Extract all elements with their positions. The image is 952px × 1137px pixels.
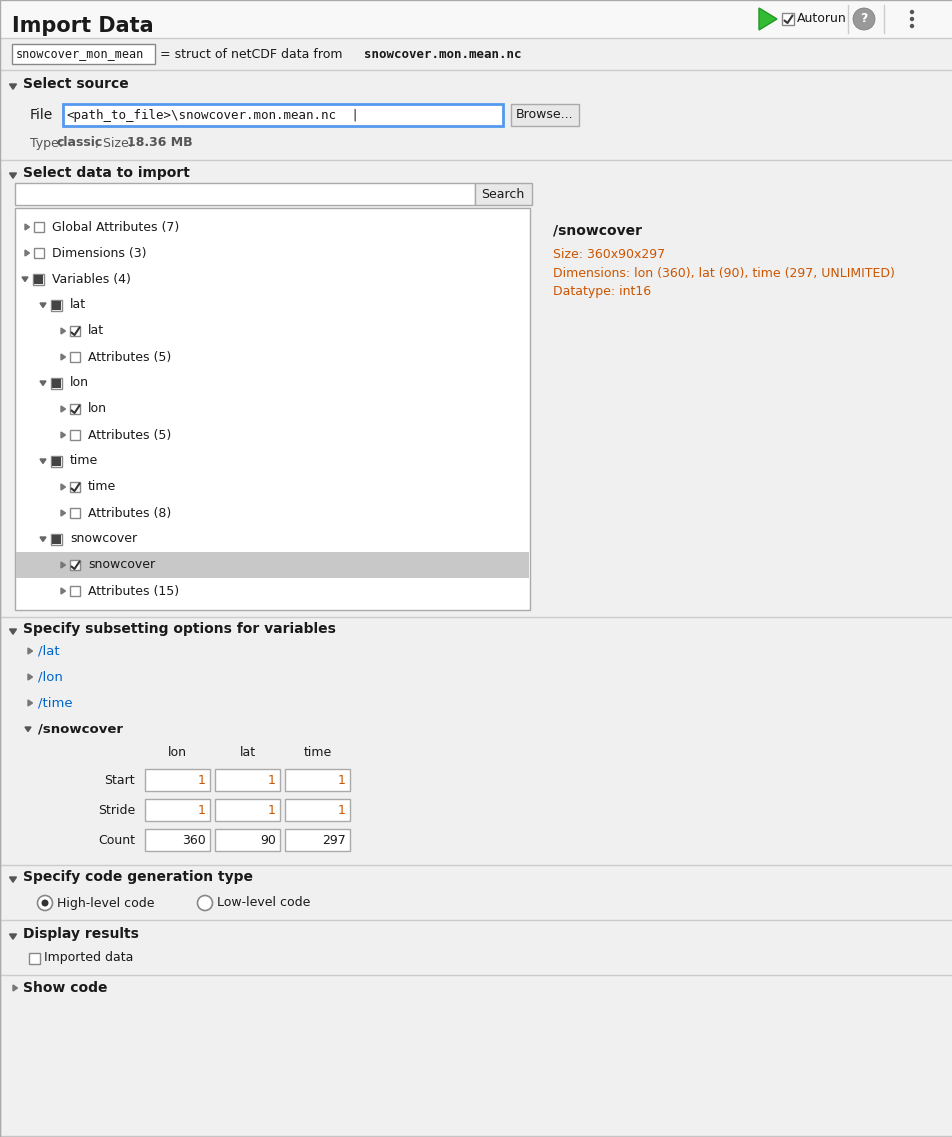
Text: /time: /time — [38, 697, 72, 709]
Polygon shape — [25, 727, 31, 731]
FancyBboxPatch shape — [15, 208, 529, 609]
Text: Size: 360x90x297: Size: 360x90x297 — [552, 248, 664, 260]
FancyBboxPatch shape — [52, 300, 62, 309]
FancyBboxPatch shape — [34, 248, 44, 258]
FancyBboxPatch shape — [285, 769, 349, 791]
Circle shape — [909, 10, 913, 14]
FancyBboxPatch shape — [215, 829, 280, 850]
FancyBboxPatch shape — [12, 44, 155, 64]
FancyBboxPatch shape — [63, 103, 503, 126]
Text: Specify subsetting options for variables: Specify subsetting options for variables — [23, 622, 335, 636]
FancyBboxPatch shape — [51, 456, 63, 466]
FancyBboxPatch shape — [285, 799, 349, 821]
Polygon shape — [40, 537, 46, 541]
Text: Global Attributes (7): Global Attributes (7) — [52, 221, 179, 233]
Polygon shape — [25, 250, 30, 256]
Circle shape — [42, 899, 49, 906]
FancyBboxPatch shape — [0, 0, 952, 38]
Text: 1: 1 — [338, 773, 346, 787]
Text: /lon: /lon — [38, 671, 63, 683]
FancyBboxPatch shape — [0, 38, 952, 70]
Text: ?: ? — [860, 13, 866, 25]
FancyBboxPatch shape — [69, 508, 80, 518]
Text: Select source: Select source — [23, 77, 129, 91]
Text: Attributes (5): Attributes (5) — [88, 429, 171, 441]
Text: Attributes (15): Attributes (15) — [88, 584, 179, 598]
FancyBboxPatch shape — [69, 586, 80, 596]
Text: Display results: Display results — [23, 927, 139, 941]
FancyBboxPatch shape — [545, 208, 947, 609]
Text: = struct of netCDF data from: = struct of netCDF data from — [160, 48, 347, 60]
Polygon shape — [758, 8, 776, 30]
Text: Low-level code: Low-level code — [217, 896, 310, 910]
Circle shape — [37, 896, 52, 911]
Text: Imported data: Imported data — [44, 952, 133, 964]
Polygon shape — [40, 381, 46, 385]
Text: Stride: Stride — [98, 804, 135, 816]
Text: 360: 360 — [182, 833, 206, 847]
Text: time: time — [88, 481, 116, 493]
Text: Datatype: int16: Datatype: int16 — [552, 285, 650, 299]
Circle shape — [909, 24, 913, 28]
Text: /snowcover: /snowcover — [38, 722, 123, 736]
Text: 1: 1 — [198, 773, 206, 787]
Text: /snowcover: /snowcover — [552, 223, 642, 236]
FancyBboxPatch shape — [52, 379, 62, 388]
Polygon shape — [28, 700, 32, 706]
Polygon shape — [40, 459, 46, 464]
Polygon shape — [13, 985, 17, 991]
Polygon shape — [61, 327, 66, 334]
Text: Show code: Show code — [23, 981, 108, 995]
FancyBboxPatch shape — [16, 551, 528, 578]
Polygon shape — [28, 648, 32, 654]
FancyBboxPatch shape — [69, 482, 80, 492]
Polygon shape — [61, 484, 66, 490]
FancyBboxPatch shape — [285, 829, 349, 850]
Text: lon: lon — [69, 376, 89, 390]
Text: Select data to import: Select data to import — [23, 166, 189, 180]
FancyBboxPatch shape — [34, 222, 44, 232]
Text: Autorun: Autorun — [796, 13, 846, 25]
Text: 90: 90 — [260, 833, 276, 847]
Text: 297: 297 — [322, 833, 346, 847]
Circle shape — [197, 896, 212, 911]
FancyBboxPatch shape — [145, 769, 209, 791]
Text: Attributes (5): Attributes (5) — [88, 350, 171, 364]
FancyBboxPatch shape — [69, 404, 80, 414]
Text: Browse...: Browse... — [516, 108, 573, 122]
Text: Count: Count — [98, 833, 135, 847]
Text: lat: lat — [88, 324, 104, 338]
Polygon shape — [28, 674, 32, 680]
Text: snowcover.mon.mean.nc: snowcover.mon.mean.nc — [364, 48, 521, 60]
Polygon shape — [10, 173, 16, 179]
Polygon shape — [22, 277, 28, 282]
FancyBboxPatch shape — [215, 769, 280, 791]
Text: 1: 1 — [268, 804, 276, 816]
FancyBboxPatch shape — [69, 352, 80, 362]
Text: High-level code: High-level code — [57, 896, 154, 910]
Polygon shape — [10, 877, 16, 882]
FancyBboxPatch shape — [51, 299, 63, 310]
Text: snowcover: snowcover — [88, 558, 155, 572]
Text: Dimensions (3): Dimensions (3) — [52, 247, 147, 259]
FancyBboxPatch shape — [69, 430, 80, 440]
FancyBboxPatch shape — [52, 534, 62, 543]
Text: lon: lon — [88, 402, 107, 415]
Text: time: time — [303, 747, 331, 760]
Text: lat: lat — [69, 299, 86, 312]
Text: |: | — [351, 108, 356, 122]
Text: <path_to_file>\snowcover.mon.mean.nc: <path_to_file>\snowcover.mon.mean.nc — [67, 108, 337, 122]
Circle shape — [909, 17, 913, 22]
FancyBboxPatch shape — [30, 953, 40, 963]
FancyBboxPatch shape — [34, 274, 44, 283]
Text: time: time — [69, 455, 98, 467]
Polygon shape — [61, 354, 66, 360]
Text: snowcover_mon_mean: snowcover_mon_mean — [16, 48, 144, 60]
Text: Start: Start — [105, 773, 135, 787]
Text: Attributes (8): Attributes (8) — [88, 506, 171, 520]
FancyBboxPatch shape — [52, 456, 62, 465]
Circle shape — [852, 8, 874, 30]
Text: 1: 1 — [268, 773, 276, 787]
FancyBboxPatch shape — [145, 829, 209, 850]
